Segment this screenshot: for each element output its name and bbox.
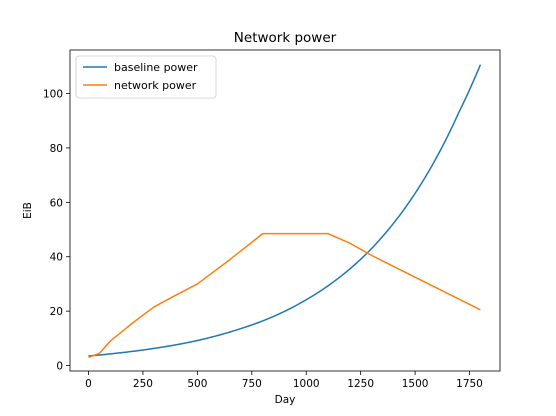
x-tick-label: 1250 xyxy=(347,378,374,390)
y-tick-label: 80 xyxy=(50,143,63,155)
legend-entry: network power xyxy=(114,79,197,92)
y-tick-label: 100 xyxy=(43,89,63,101)
y-tick-label: 20 xyxy=(50,306,63,318)
x-tick-label: 1500 xyxy=(402,378,429,390)
legend-entry: baseline power xyxy=(114,61,198,74)
legend-box xyxy=(75,55,217,99)
x-tick-label: 0 xyxy=(85,378,92,390)
y-tick-label: 40 xyxy=(50,252,63,264)
legend: baseline power network power xyxy=(75,55,217,99)
x-tick-label: 1000 xyxy=(293,378,320,390)
x-tick-label: 1750 xyxy=(456,378,483,390)
chart-title: Network power xyxy=(234,30,337,46)
y-tick-label: 0 xyxy=(56,361,63,373)
ticks-layer: 0 250 500 750 1000 1250 1500 1750 0 20 40 60 80 100 xyxy=(43,89,483,390)
x-tick-label: 250 xyxy=(133,378,153,390)
plot-frame xyxy=(69,49,501,372)
y-axis-label: EiB xyxy=(22,202,34,219)
series-line-network-power xyxy=(88,232,481,359)
y-tick-label: 60 xyxy=(50,197,63,209)
series-line-baseline-power xyxy=(88,64,482,357)
x-tick-label: 500 xyxy=(187,378,207,390)
x-axis-label: Day xyxy=(275,394,296,406)
x-tick-label: 750 xyxy=(242,378,262,390)
series-layer xyxy=(88,64,482,359)
